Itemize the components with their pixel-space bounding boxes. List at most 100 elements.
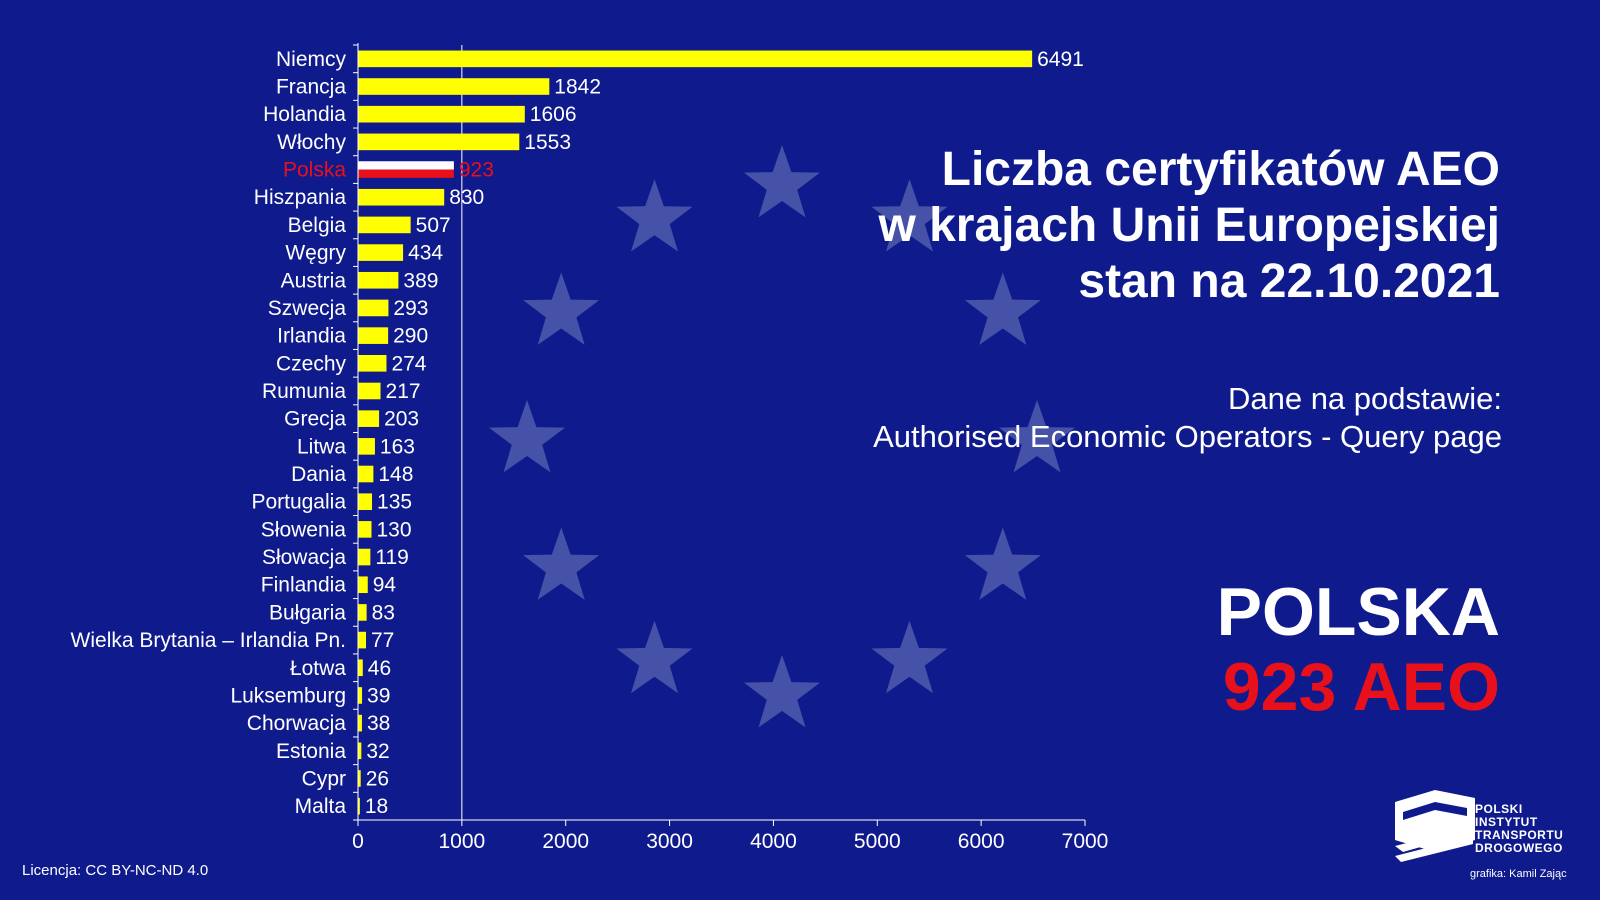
bar — [358, 78, 550, 95]
x-tick-label: 3000 — [646, 830, 693, 853]
star-icon — [489, 400, 565, 473]
data-label: 38 — [367, 712, 390, 735]
data-label: 274 — [391, 352, 426, 375]
star-icon — [964, 272, 1041, 345]
bar — [358, 271, 399, 289]
bar — [358, 714, 362, 732]
data-label: 1606 — [530, 103, 577, 126]
data-label: 163 — [380, 435, 415, 458]
category-label: Austria — [281, 269, 347, 292]
data-label: 507 — [416, 214, 451, 237]
category-label: Łotwa — [290, 657, 346, 680]
x-tick-label: 5000 — [854, 830, 901, 853]
credit-text: grafika: Kamil Zając — [1470, 868, 1567, 880]
x-tick-label: 1000 — [438, 830, 485, 853]
category-label: Portugalia — [251, 491, 346, 514]
source-line-2: Authorised Economic Operators - Query pa… — [873, 419, 1502, 454]
license-text: Licencja: CC BY-NC-ND 4.0 — [22, 862, 209, 879]
category-label: Rumunia — [262, 380, 346, 403]
category-label: Grecja — [284, 408, 346, 431]
data-label: 135 — [377, 491, 412, 514]
category-label: Finlandia — [261, 574, 347, 597]
bar — [358, 299, 389, 317]
bar — [358, 687, 363, 704]
data-label: 6491 — [1037, 48, 1084, 71]
highlight-value: 923 AEO — [1222, 649, 1500, 725]
data-label: 1553 — [524, 131, 571, 154]
category-label: Belgia — [288, 214, 347, 237]
data-label: 77 — [371, 629, 394, 652]
x-tick-label: 7000 — [1062, 830, 1109, 853]
title-line-1: Liczba certyfikatów AEO — [941, 143, 1500, 196]
bar — [358, 438, 375, 455]
x-tick-label: 4000 — [750, 830, 797, 853]
category-label: Czechy — [276, 352, 347, 375]
category-label: Luksemburg — [230, 684, 346, 707]
data-label: 46 — [368, 657, 391, 680]
bar-polska-white — [358, 161, 454, 170]
data-label: 39 — [367, 684, 390, 707]
category-label: Chorwacja — [247, 712, 347, 735]
category-label: Litwa — [297, 435, 346, 458]
x-tick-label: 0 — [352, 830, 364, 853]
category-label: Malta — [295, 795, 347, 818]
bar — [358, 244, 404, 261]
bar — [358, 770, 361, 787]
data-label: 434 — [408, 242, 443, 265]
data-label: 290 — [393, 325, 428, 348]
bar — [358, 631, 366, 649]
data-label: 18 — [365, 795, 388, 818]
data-label: 203 — [384, 408, 419, 431]
data-label: 830 — [449, 186, 484, 209]
data-label: 923 — [459, 159, 494, 182]
data-label: 130 — [377, 518, 412, 541]
data-label: 119 — [375, 546, 408, 569]
category-label: Słowenia — [261, 518, 347, 541]
bar — [358, 659, 363, 677]
bar — [358, 133, 520, 151]
x-tick-label: 6000 — [958, 830, 1005, 853]
bar — [358, 521, 372, 538]
data-label: 26 — [366, 767, 389, 790]
bar — [358, 216, 411, 234]
category-label: Niemcy — [276, 48, 347, 71]
bar — [358, 188, 445, 206]
bar — [358, 548, 371, 566]
highlight-country: POLSKA — [1216, 574, 1500, 650]
data-label: 83 — [372, 601, 395, 624]
x-tick-label: 2000 — [542, 830, 589, 853]
bar — [358, 742, 362, 760]
category-label: Włochy — [277, 131, 346, 154]
category-label: Polska — [283, 159, 346, 182]
category-label: Cypr — [302, 767, 346, 790]
category-label: Estonia — [276, 740, 346, 763]
star-icon — [744, 655, 820, 728]
bar — [358, 410, 380, 427]
bar — [358, 50, 1033, 68]
bar — [358, 576, 368, 594]
star-icon — [871, 179, 948, 252]
data-label: 389 — [403, 269, 438, 292]
category-label: Bułgaria — [269, 601, 346, 624]
title-line-2: w krajach Unii Europejskiej — [878, 199, 1500, 252]
bar — [358, 382, 381, 400]
bar — [358, 327, 389, 344]
category-label: Szwecja — [268, 297, 347, 320]
bar — [358, 355, 387, 372]
category-label: Wielka Brytania – Irlandia Pn. — [71, 629, 346, 652]
star-icon — [871, 620, 948, 694]
bar — [358, 493, 373, 510]
category-label: Dania — [291, 463, 346, 486]
data-label: 293 — [393, 297, 428, 320]
data-label: 32 — [366, 740, 389, 763]
data-source: Dane na podstawie: Authorised Economic O… — [702, 380, 1502, 456]
category-label: Francja — [276, 76, 346, 99]
chart-title: Liczba certyfikatów AEO w krajach Unii E… — [700, 142, 1500, 310]
logo-text: POLSKI INSTYTUT TRANSPORTU DROGOWEGO — [1475, 803, 1563, 855]
source-line-1: Dane na podstawie: — [1227, 381, 1502, 416]
data-label: 1842 — [554, 76, 601, 99]
bar — [358, 604, 367, 621]
logo-line-3: TRANSPORTU — [1475, 828, 1564, 842]
